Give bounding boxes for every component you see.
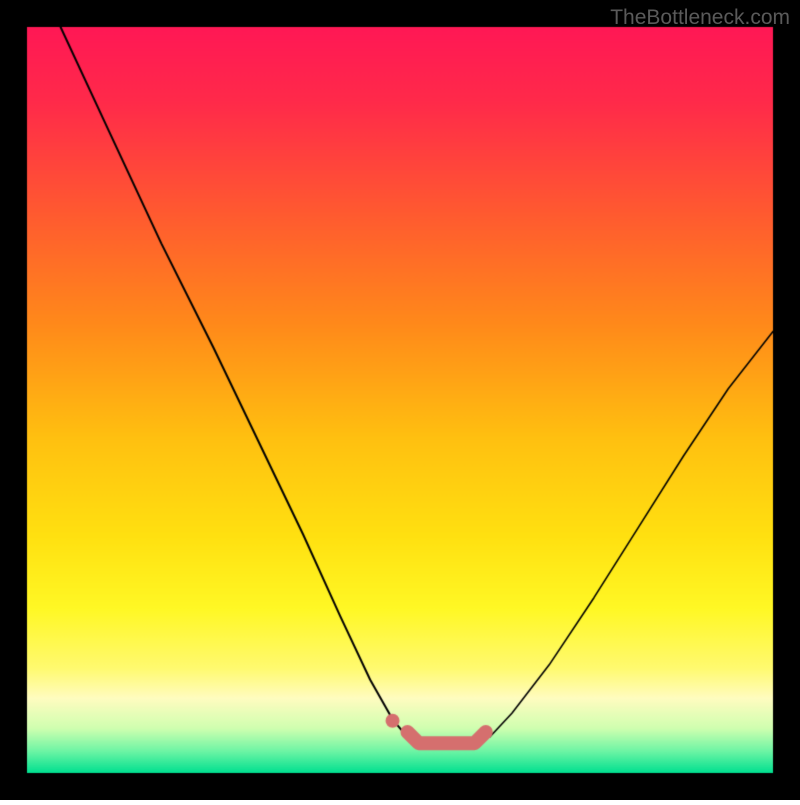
chart-frame: TheBottleneck.com [0, 0, 800, 800]
watermark-label: TheBottleneck.com [610, 6, 790, 30]
bottleneck-chart [0, 0, 800, 800]
chart-canvas-holder [0, 0, 800, 805]
